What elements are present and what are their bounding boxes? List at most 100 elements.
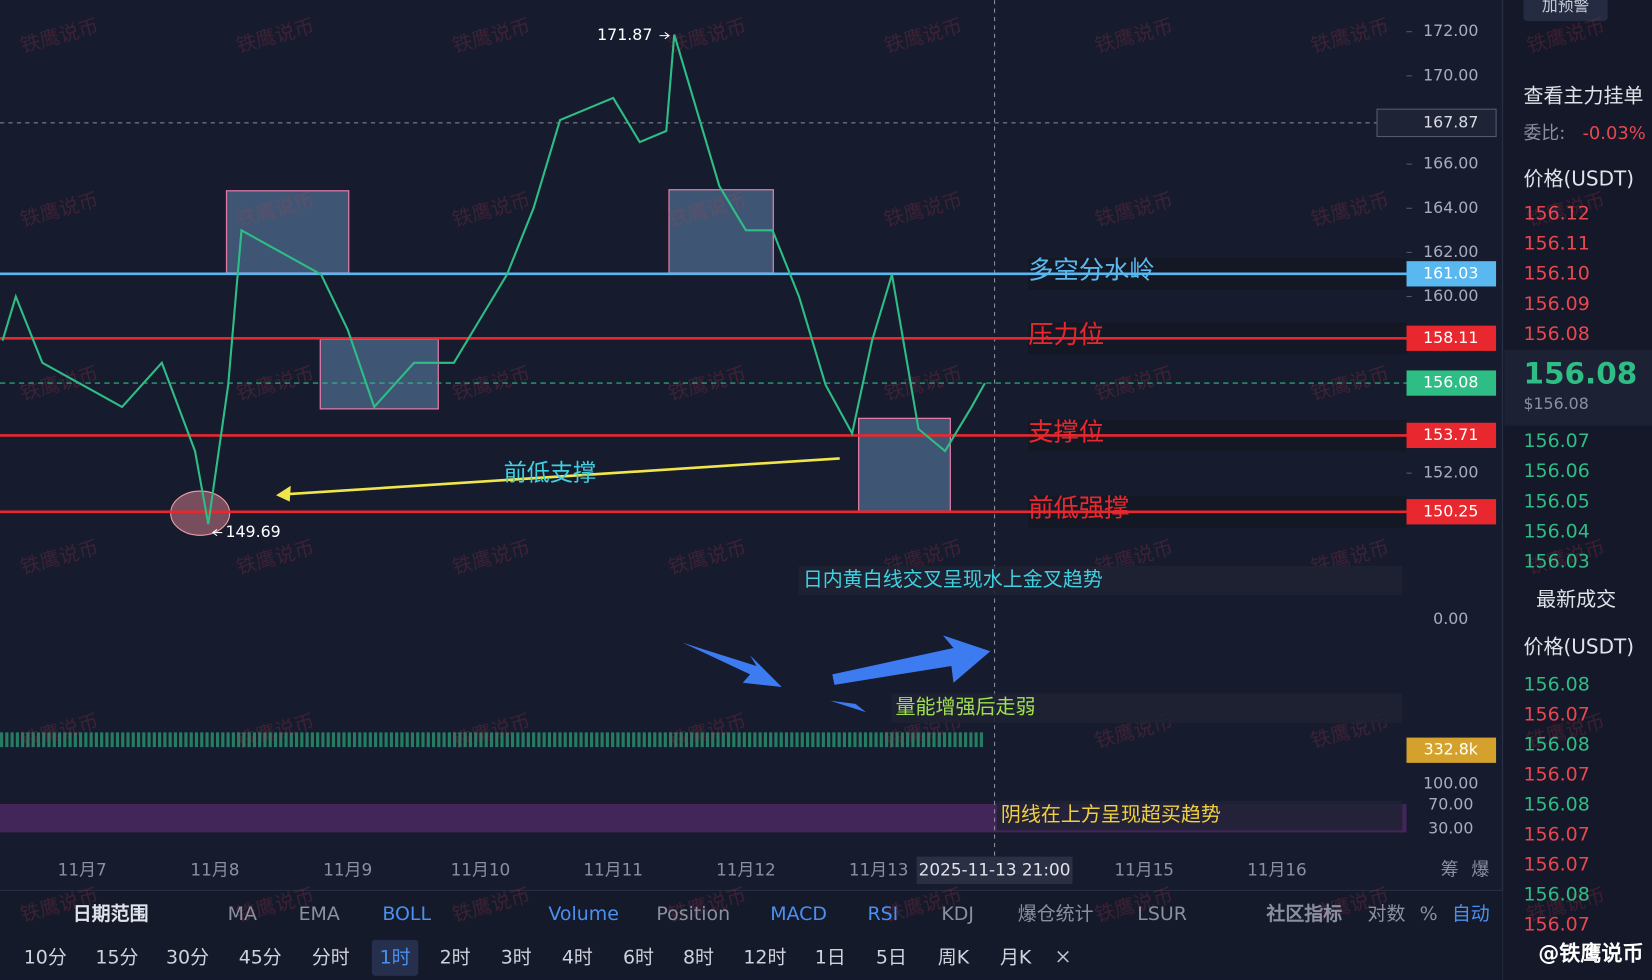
trade: 156.07 bbox=[1523, 824, 1589, 846]
annotation: 日内黄白线交叉呈现水上金叉趋势 bbox=[803, 567, 1103, 591]
level-name: 压力位 bbox=[1028, 320, 1104, 349]
price-tick-label: 152.00 bbox=[1423, 463, 1478, 482]
crosshair-time-bg bbox=[916, 856, 1073, 885]
box bbox=[858, 417, 951, 512]
date-label: 11月10 bbox=[451, 859, 511, 879]
interval[interactable]: 周K bbox=[938, 946, 970, 968]
crosshair-time: 2025-11-13 21:00 bbox=[919, 859, 1071, 879]
level-tag bbox=[1406, 499, 1497, 525]
trade: 156.07 bbox=[1523, 763, 1589, 785]
level-value: 158.11 bbox=[1423, 328, 1478, 347]
indicator[interactable]: Volume bbox=[548, 903, 619, 925]
bid: 156.04 bbox=[1523, 520, 1589, 542]
annotation-bg bbox=[996, 800, 1403, 831]
alert-button[interactable] bbox=[1523, 0, 1608, 22]
indicator[interactable]: MACD bbox=[770, 903, 827, 925]
indicator[interactable]: % bbox=[1420, 903, 1438, 925]
date-label: 11月11 bbox=[583, 859, 643, 879]
ask: 156.11 bbox=[1523, 233, 1589, 255]
box bbox=[319, 338, 439, 410]
date-label: 11月15 bbox=[1114, 859, 1174, 879]
indicator[interactable]: 爆仓统计 bbox=[1018, 903, 1094, 925]
annotation: 前低支撑 bbox=[504, 460, 597, 487]
ob-ratio: -0.03% bbox=[1582, 123, 1645, 144]
last-usd: $156.08 bbox=[1523, 394, 1588, 413]
interval[interactable]: 月K bbox=[1000, 946, 1032, 968]
ask: 156.08 bbox=[1523, 323, 1589, 345]
indicator[interactable]: 日期范围 bbox=[73, 902, 149, 925]
ob-title: 查看主力挂单 bbox=[1523, 84, 1643, 108]
date-label: 11月8 bbox=[190, 859, 239, 879]
side-label: 筹 bbox=[1441, 859, 1459, 880]
crosshair-box bbox=[1376, 108, 1497, 138]
ob-ratio-label: 委比: bbox=[1523, 123, 1565, 144]
rsi-tick: 30.00 bbox=[1428, 819, 1473, 838]
high-arrow bbox=[659, 32, 670, 40]
indicator[interactable]: LSUR bbox=[1137, 903, 1187, 925]
trade: 156.08 bbox=[1523, 794, 1589, 816]
blue-arrow bbox=[832, 635, 991, 685]
macd-axis: 0.00 bbox=[1433, 609, 1468, 628]
trade: 156.07 bbox=[1523, 854, 1589, 876]
bid: 156.05 bbox=[1523, 490, 1589, 512]
level-name: 前低强撑 bbox=[1028, 494, 1129, 523]
price-tick-label: 164.00 bbox=[1423, 198, 1478, 217]
price-tick-label: 166.00 bbox=[1423, 154, 1478, 173]
arrow-head bbox=[276, 485, 291, 502]
indicator[interactable]: 社区指标 bbox=[1265, 902, 1342, 925]
bid: 156.03 bbox=[1523, 551, 1589, 573]
level-value: 161.03 bbox=[1423, 263, 1478, 282]
interval[interactable]: 2时 bbox=[440, 946, 471, 968]
signature: @铁鹰说币 bbox=[1538, 941, 1643, 966]
ask: 156.10 bbox=[1523, 263, 1589, 285]
crosshair-price: 167.87 bbox=[1423, 112, 1478, 131]
indicator[interactable]: 对数 bbox=[1368, 903, 1406, 925]
trades-title: 最新成交 bbox=[1536, 587, 1616, 611]
level-tag bbox=[1406, 422, 1497, 449]
interval[interactable]: 15分 bbox=[95, 946, 138, 968]
ask: 156.12 bbox=[1523, 202, 1589, 224]
interval[interactable]: 1日 bbox=[815, 946, 846, 968]
last-price: 156.08 bbox=[1523, 357, 1637, 391]
price-tick-label: 162.00 bbox=[1423, 242, 1478, 261]
annotation-bg bbox=[798, 565, 1403, 596]
date-label: 11月13 bbox=[849, 859, 909, 879]
low-highlight bbox=[170, 490, 231, 536]
boxes bbox=[225, 189, 951, 512]
price-tick-label: 170.00 bbox=[1423, 65, 1478, 84]
level-tag bbox=[1406, 261, 1497, 287]
interval[interactable]: 6时 bbox=[623, 946, 654, 968]
indicator[interactable]: 自动 bbox=[1452, 903, 1490, 925]
low-label: 149.69 bbox=[225, 522, 280, 541]
interval[interactable]: 5日 bbox=[876, 946, 907, 968]
indicator[interactable]: EMA bbox=[299, 903, 340, 925]
alert-text: 加预警 bbox=[1542, 0, 1590, 15]
interval[interactable]: 3时 bbox=[501, 946, 532, 968]
indicator[interactable]: MA bbox=[228, 903, 257, 925]
bid: 156.07 bbox=[1523, 430, 1589, 452]
indicator[interactable]: RSI bbox=[867, 903, 898, 925]
interval[interactable]: 分时 bbox=[312, 946, 350, 968]
interval[interactable]: 1时 bbox=[380, 946, 411, 968]
interval-active bbox=[371, 939, 419, 976]
interval[interactable]: 45分 bbox=[239, 946, 282, 968]
volume-label: 332.8k bbox=[1424, 740, 1479, 759]
indicator[interactable]: KDJ bbox=[941, 903, 974, 925]
close-icon[interactable] bbox=[1057, 950, 1069, 963]
level-name: 支撑位 bbox=[1028, 417, 1104, 446]
trade: 156.07 bbox=[1523, 914, 1589, 936]
date-label: 11月9 bbox=[323, 859, 372, 879]
indicator[interactable]: BOLL bbox=[382, 903, 431, 925]
interval[interactable]: 4时 bbox=[562, 946, 593, 968]
interval[interactable]: 30分 bbox=[166, 946, 209, 968]
interval[interactable]: 12时 bbox=[743, 946, 786, 968]
current-price-tag bbox=[1406, 370, 1497, 396]
indicator[interactable]: Position bbox=[656, 903, 730, 925]
annotation: 阴线在上方呈现超买趋势 bbox=[1001, 802, 1221, 826]
price-path bbox=[1, 34, 986, 525]
trades-header: 价格(USDT) bbox=[1523, 635, 1634, 659]
trade: 156.07 bbox=[1523, 703, 1589, 725]
interval[interactable]: 8时 bbox=[683, 946, 714, 968]
interval[interactable]: 10分 bbox=[24, 946, 67, 968]
